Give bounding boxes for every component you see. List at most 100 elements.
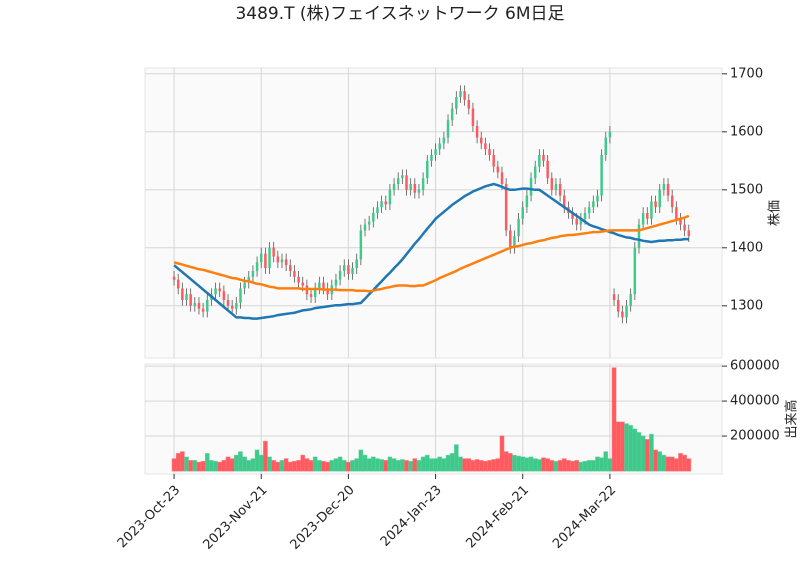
volume-bar <box>491 459 497 472</box>
candle-body <box>268 247 271 269</box>
volume-bar <box>549 460 555 472</box>
candle-body <box>235 302 238 309</box>
candle-body <box>434 149 437 155</box>
candle-body <box>426 160 429 179</box>
candle-body <box>629 294 632 306</box>
volume-bar <box>536 459 542 472</box>
candle-body <box>542 155 545 161</box>
volume-bar <box>574 460 580 472</box>
candle-body <box>546 160 549 179</box>
volume-bar <box>209 460 214 472</box>
y-axis-label: 出来高 <box>784 399 800 438</box>
volume-bar <box>503 451 509 472</box>
volume-bar <box>445 454 451 472</box>
volume-bar <box>665 456 671 472</box>
volume-bar <box>590 460 596 472</box>
volume-bar <box>304 458 310 472</box>
candle-body <box>596 195 599 202</box>
y-tick-label: 1700 <box>730 66 763 81</box>
candle-body <box>189 294 192 306</box>
volume-bar <box>657 451 663 472</box>
volume-bar <box>441 458 447 472</box>
candle-body <box>446 120 450 138</box>
candle-body <box>214 288 217 295</box>
candle-body <box>687 230 691 237</box>
candle-body <box>309 294 313 298</box>
volume-bar <box>595 456 600 472</box>
volume-bar <box>267 456 272 472</box>
volume-bar <box>661 454 667 472</box>
volume-bar <box>362 454 368 472</box>
candle-body <box>430 155 433 161</box>
volume-bar <box>387 456 393 472</box>
candle-body <box>475 126 479 138</box>
candle-body <box>396 178 400 184</box>
volume-bar <box>437 456 443 472</box>
candle-body <box>222 291 226 300</box>
volume-bar <box>458 456 463 472</box>
volume-bar <box>649 433 654 472</box>
candle-body <box>185 294 188 300</box>
candle-body <box>243 282 246 289</box>
volume-bar <box>329 460 335 472</box>
candle-body <box>338 271 342 280</box>
volume-bar <box>615 421 621 472</box>
candle-body <box>600 155 603 196</box>
volume-bar <box>528 456 534 472</box>
volume-bar <box>466 458 472 472</box>
volume-bar <box>582 460 588 472</box>
candle-body <box>525 195 529 208</box>
volume-bar <box>300 454 306 472</box>
volume-bar <box>424 454 430 472</box>
candle-body <box>251 271 255 277</box>
candle-body <box>513 236 516 248</box>
candle-body <box>533 166 537 179</box>
volume-bar <box>462 458 468 472</box>
volume-bar <box>640 435 646 472</box>
volume-bar <box>408 460 414 472</box>
candle-body <box>492 155 495 167</box>
volume-bar <box>487 460 492 472</box>
volume-bar <box>221 460 227 472</box>
candle-body <box>301 282 304 286</box>
candle-body <box>326 288 329 295</box>
volume-bar <box>346 461 351 472</box>
volume-bar <box>483 460 488 472</box>
volume-bar <box>507 453 513 472</box>
candle-body <box>334 279 338 286</box>
candle-body <box>471 108 475 126</box>
candle-body <box>417 189 421 193</box>
y-tick-label: 1500 <box>730 182 763 197</box>
volume-bar <box>557 460 563 472</box>
candle-body <box>521 207 524 219</box>
volume-bar <box>499 435 505 472</box>
volume-bar <box>254 449 260 472</box>
candle-body <box>592 201 595 208</box>
candle-body <box>264 253 267 269</box>
volume-bar <box>570 460 575 472</box>
volume-bar <box>624 423 629 472</box>
volume-bar <box>578 461 584 472</box>
volume-bar <box>250 458 256 472</box>
volume-bar <box>200 460 206 472</box>
candle-body <box>201 308 205 312</box>
volume-bar <box>449 453 455 472</box>
x-tick-label: 2023-Dec-20 <box>288 483 358 553</box>
candle-body <box>658 189 661 208</box>
candle-body <box>355 259 358 269</box>
volume-bar <box>321 460 326 472</box>
candle-body <box>488 149 491 155</box>
volume-bar <box>370 456 376 472</box>
volume-bar <box>383 460 389 472</box>
candle-body <box>276 256 280 263</box>
volume-bar <box>686 458 692 472</box>
candle-body <box>558 184 562 196</box>
candle-body <box>409 184 412 190</box>
candle-body <box>392 184 396 190</box>
candle-body <box>450 108 454 121</box>
candle-body <box>318 282 321 289</box>
volume-bar <box>238 451 243 472</box>
volume-bar <box>553 460 559 472</box>
candle-body <box>625 305 628 318</box>
candle-body <box>284 259 288 266</box>
